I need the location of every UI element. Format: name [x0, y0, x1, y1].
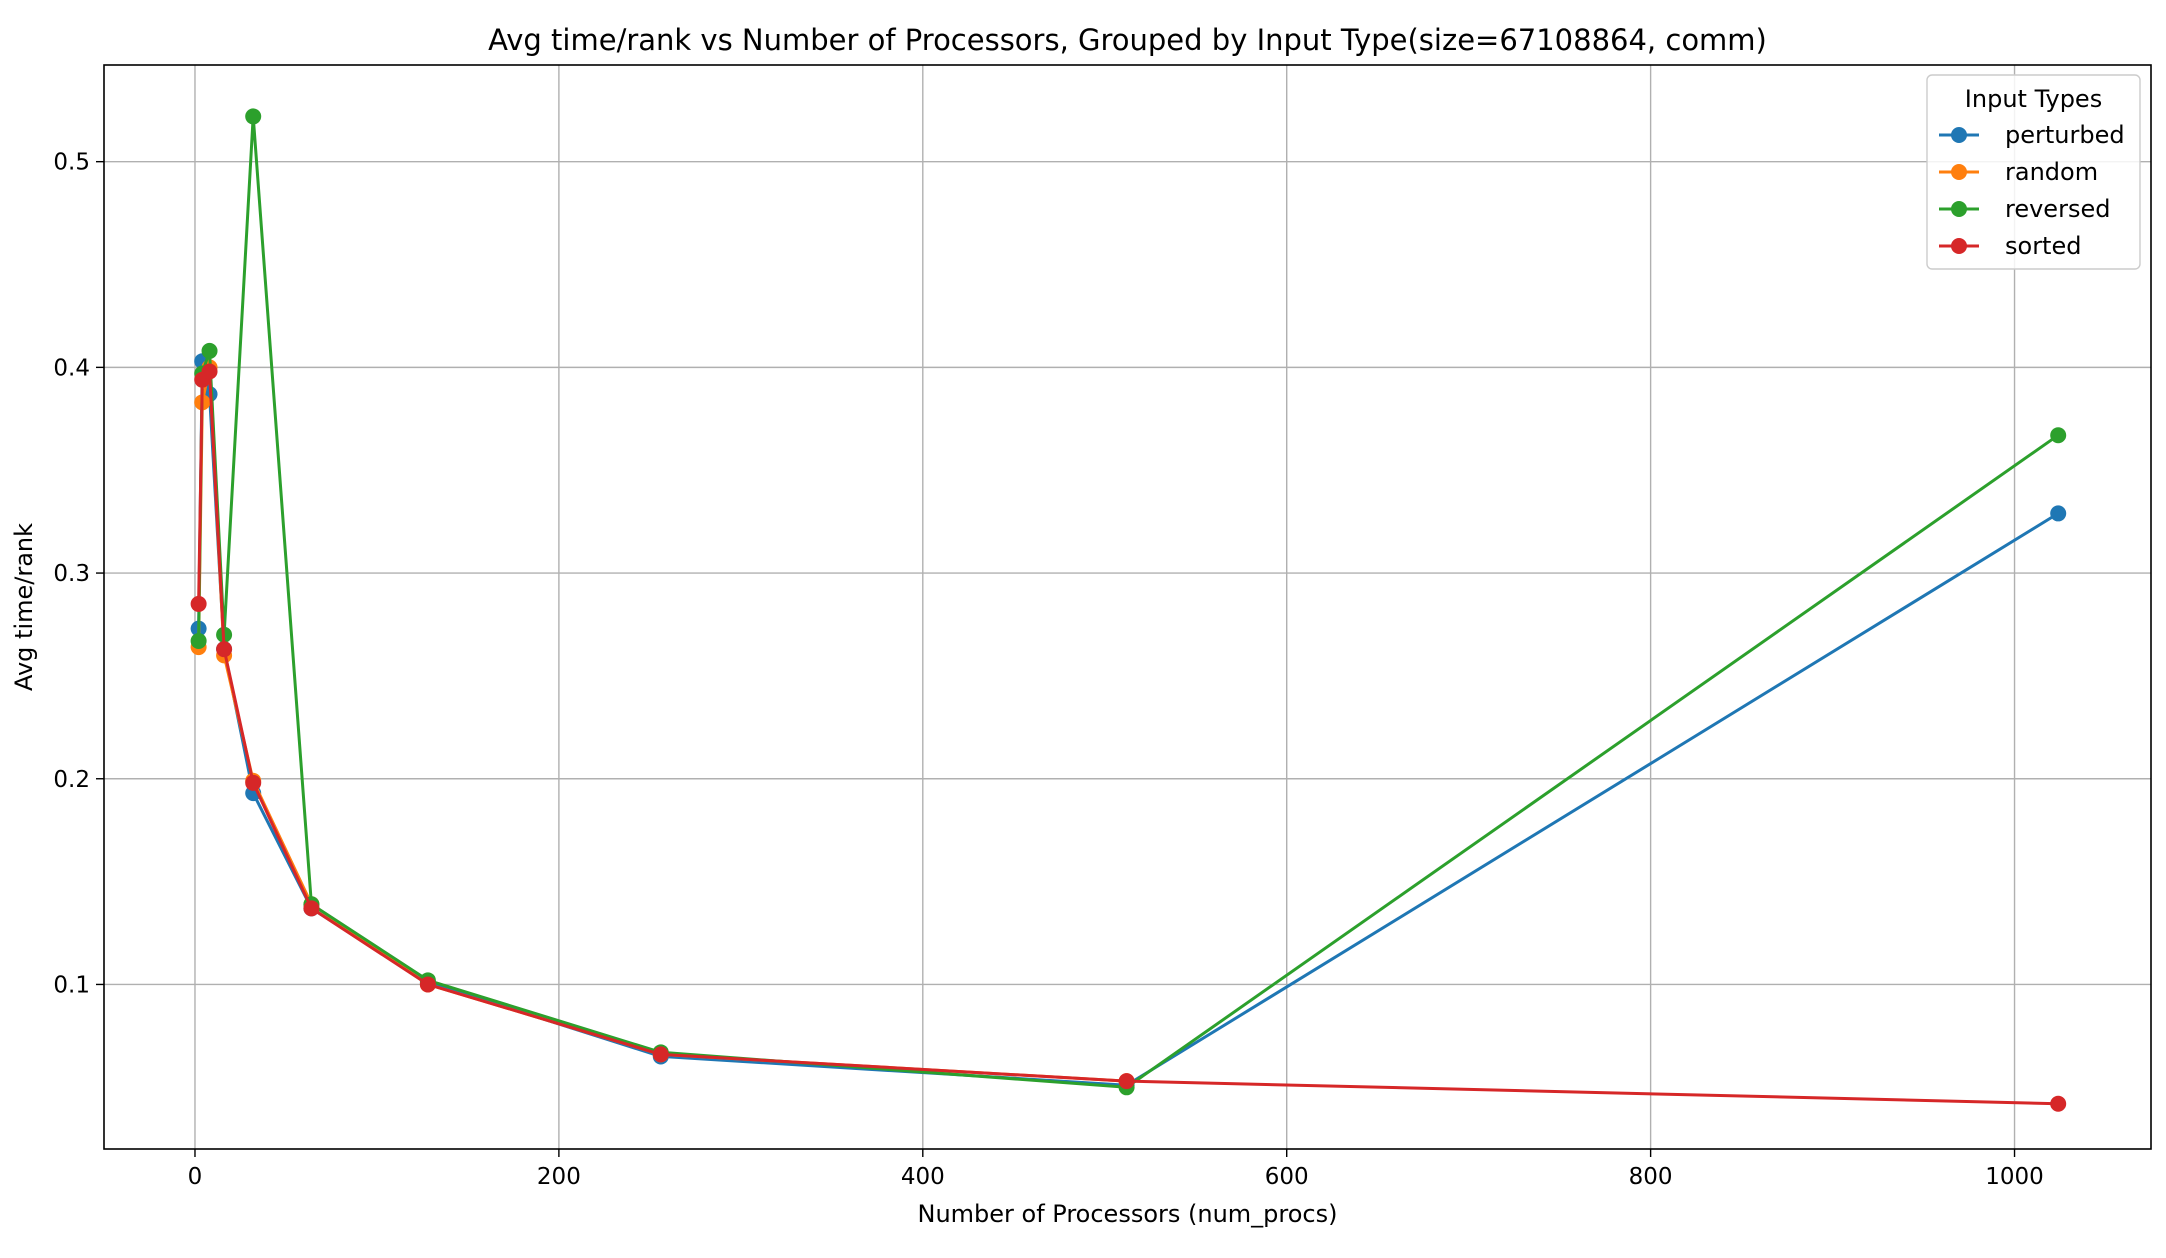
y-tick-label: 0.5: [53, 150, 90, 176]
legend-label: sorted: [2005, 232, 2081, 260]
legend-swatch-marker: [1951, 238, 1967, 254]
legend-label: random: [2005, 158, 2098, 186]
data-point-sorted: [216, 641, 233, 658]
legend-box: [1926, 74, 2141, 270]
data-point-sorted: [1118, 1073, 1135, 1090]
legend-label: perturbed: [2005, 121, 2125, 149]
data-point-reversed: [201, 342, 218, 359]
legend-entries: perturbed random reversed sorted: [1939, 121, 2125, 260]
data-point-sorted: [190, 595, 207, 612]
y-tick-label: 0.4: [53, 355, 90, 381]
legend-swatch-marker: [1951, 164, 1967, 180]
x-tick-label: 1000: [1985, 1164, 2044, 1190]
plot-frame: [103, 64, 2152, 1150]
x-tick-label: 800: [1629, 1164, 1673, 1190]
series-line-reversed: [197, 114, 2060, 1089]
x-axis-label: Number of Processors (num_procs): [917, 1200, 1337, 1228]
data-point-reversed: [2050, 427, 2067, 444]
series-reversed: [190, 108, 2067, 1096]
x-tick-label: 200: [537, 1164, 581, 1190]
legend-entry-perturbed: perturbed: [1939, 121, 2125, 149]
legend-swatch-marker: [1951, 127, 1967, 143]
data-point-reversed: [245, 108, 262, 125]
x-tick-label: 600: [1265, 1164, 1309, 1190]
legend-entry-random: random: [1939, 158, 2098, 186]
data-point-sorted: [201, 363, 218, 380]
series-sorted: [190, 363, 2067, 1112]
legend-entry-sorted: sorted: [1939, 232, 2081, 260]
data-point-sorted: [419, 976, 436, 993]
x-tick-label: 400: [901, 1164, 945, 1190]
y-tick-label: 0.2: [53, 767, 90, 793]
y-tick-label: 0.1: [53, 972, 90, 998]
y-axis-label: Avg time/rank: [10, 523, 38, 691]
data-point-sorted: [245, 774, 262, 791]
data-point-sorted: [2050, 1095, 2067, 1112]
legend-entry-reversed: reversed: [1939, 195, 2110, 223]
x-tick-label: 0: [188, 1164, 203, 1190]
legend-title: Input Types: [1965, 85, 2102, 113]
series-lines: [190, 108, 2067, 1112]
legend-label: reversed: [2005, 195, 2110, 223]
data-point-sorted: [652, 1046, 669, 1063]
legend: Input Types perturbed random reversed sorte…: [1926, 74, 2141, 270]
axis-ticks: 0 200 400 600 800 1000 0.1 0.2 0.3 0.4 0.5: [53, 150, 2043, 1190]
chart-title: Avg time/rank vs Number of Processors, G…: [488, 23, 1767, 57]
legend-swatch-marker: [1951, 201, 1967, 217]
data-point-reversed: [190, 632, 207, 649]
data-point-perturbed: [2050, 505, 2067, 522]
y-tick-label: 0.3: [53, 561, 90, 587]
data-point-sorted: [303, 900, 320, 917]
